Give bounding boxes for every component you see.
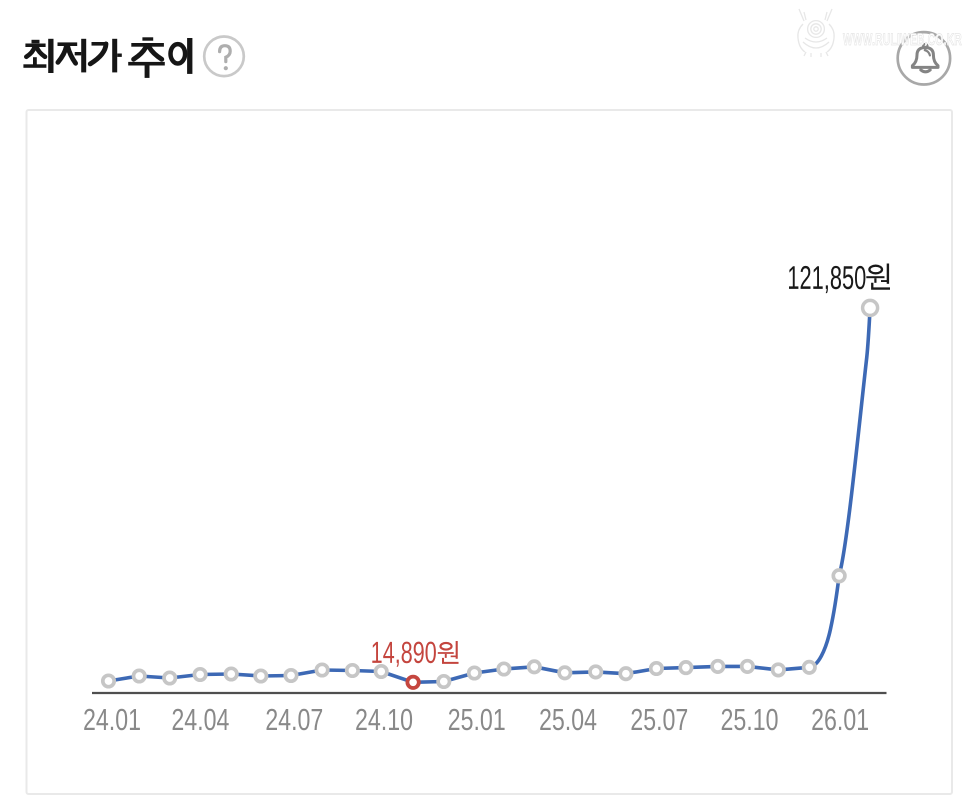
svg-text:WWW.RULIWEB.CO.KR: WWW.RULIWEB.CO.KR [843, 31, 962, 49]
